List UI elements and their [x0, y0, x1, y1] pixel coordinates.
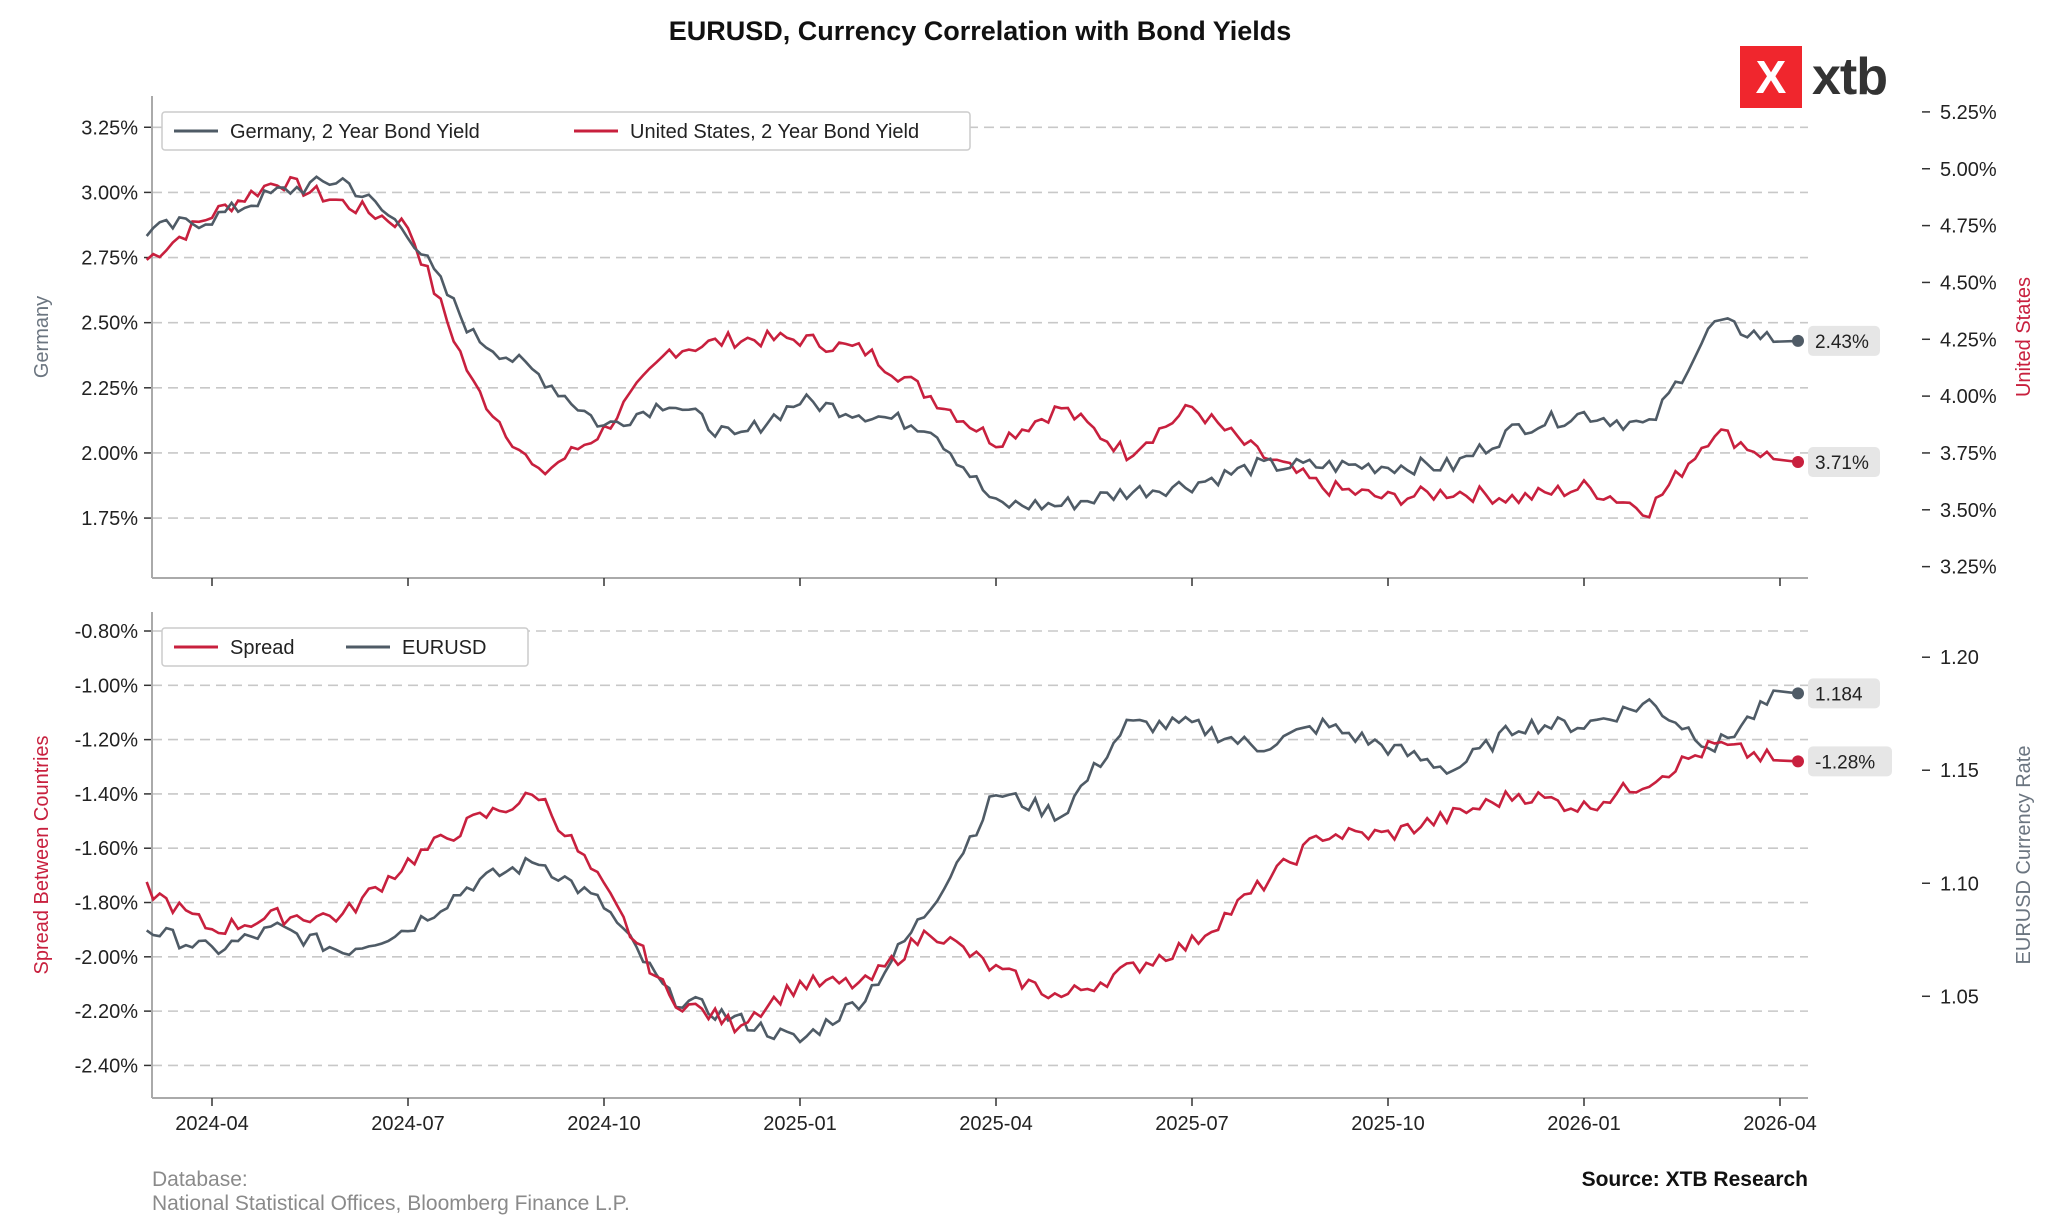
x-tick-label: 2024-10	[567, 1113, 640, 1135]
spread-last-marker	[1792, 755, 1804, 768]
spread-last-badge	[1808, 746, 1892, 777]
y-tick-label-left: -1.40%	[75, 784, 139, 806]
x-tick-label: 2025-01	[763, 1113, 836, 1135]
us-last-label: 3.71%	[1815, 453, 1869, 474]
series-line-eurusd	[145, 689, 1799, 1044]
y-axis-label-left: Germany	[31, 296, 53, 378]
xtb-logo: X xtb	[1740, 46, 1888, 108]
y-tick-label-right: 1.20	[1940, 647, 1979, 669]
us-last-badge	[1808, 447, 1880, 478]
y-tick-label-right: 1.10	[1940, 873, 1979, 895]
series-line-spread	[145, 739, 1799, 1035]
legend-item: EURUSD	[402, 637, 486, 659]
y-axis-label-left: Spread Between Countries	[31, 735, 53, 974]
y-tick-label-left: 3.25%	[81, 117, 138, 139]
y-tick-label-left: -1.00%	[75, 675, 139, 697]
y-tick-label-right: 3.50%	[1940, 500, 1997, 522]
eurusd-last-label: 1.184	[1815, 684, 1863, 705]
x-tick-label: 2025-07	[1155, 1113, 1228, 1135]
x-tick-label: 2026-01	[1547, 1113, 1620, 1135]
y-tick-label-right: 4.75%	[1940, 216, 1997, 238]
database-note: Database: National Statistical Offices, …	[152, 1168, 630, 1216]
y-tick-label-left: -2.20%	[75, 1001, 139, 1023]
germany-last-marker	[1792, 334, 1804, 347]
y-tick-label-left: 2.75%	[81, 248, 138, 270]
y-tick-label-left: -0.80%	[75, 621, 139, 643]
y-tick-label-right: 4.50%	[1940, 272, 1997, 294]
y-tick-label-right: 1.15	[1940, 760, 1979, 782]
chart-title: EURUSD, Currency Correlation with Bond Y…	[668, 16, 1292, 46]
x-tick-label: 2026-04	[1743, 1113, 1816, 1135]
xtb-logo-mark-icon: X	[1740, 46, 1802, 108]
y-tick-label-right: 1.05	[1940, 986, 1979, 1008]
database-sources: National Statistical Offices, Bloomberg …	[152, 1192, 630, 1215]
series-line-us	[145, 175, 1799, 519]
y-tick-label-left: -1.20%	[75, 730, 139, 752]
database-label: Database:	[152, 1168, 248, 1191]
eurusd-last-badge	[1808, 678, 1880, 709]
series-line-germany	[145, 175, 1799, 512]
y-axis-label-right: United States	[2013, 277, 2035, 397]
y-tick-label-left: -1.60%	[75, 838, 139, 860]
y-tick-label-right: 4.00%	[1940, 386, 1997, 408]
y-tick-label-right: 5.25%	[1940, 102, 1997, 124]
y-tick-label-left: -2.00%	[75, 947, 139, 969]
legend-item: Germany, 2 Year Bond Yield	[230, 121, 480, 143]
y-tick-label-right: 4.25%	[1940, 329, 1997, 351]
y-tick-label-left: -1.80%	[75, 893, 139, 915]
x-tick-label: 2025-04	[959, 1113, 1032, 1135]
germany-last-label: 2.43%	[1815, 332, 1869, 353]
germany-last-badge	[1808, 325, 1880, 356]
legend-box	[161, 627, 529, 667]
y-tick-label-left: -2.40%	[75, 1055, 139, 1077]
y-tick-label-right: 3.25%	[1940, 557, 1997, 579]
legend-box	[161, 111, 971, 151]
spread-last-label: -1.28%	[1815, 752, 1875, 773]
y-tick-label-right: 5.00%	[1940, 159, 1997, 181]
y-tick-label-left: 1.75%	[81, 508, 138, 530]
eurusd-last-marker	[1792, 687, 1804, 700]
y-tick-label-right: 3.75%	[1940, 443, 1997, 465]
y-tick-label-left: 2.50%	[81, 313, 138, 335]
us-last-marker	[1792, 456, 1804, 469]
y-tick-label-left: 3.00%	[81, 182, 138, 204]
y-tick-label-left: 2.00%	[81, 443, 138, 465]
y-tick-label-left: 2.25%	[81, 378, 138, 400]
x-tick-label: 2024-07	[371, 1113, 444, 1135]
x-tick-label: 2025-10	[1351, 1113, 1424, 1135]
source-note: Source: XTB Research	[1581, 1168, 1808, 1191]
y-axis-label-right: EURUSD Currency Rate	[2013, 746, 2035, 965]
legend-item: Spread	[230, 637, 295, 659]
legend-item: United States, 2 Year Bond Yield	[630, 121, 919, 143]
xtb-logo-text: xtb	[1812, 48, 1888, 106]
x-tick-label: 2024-04	[175, 1113, 248, 1135]
